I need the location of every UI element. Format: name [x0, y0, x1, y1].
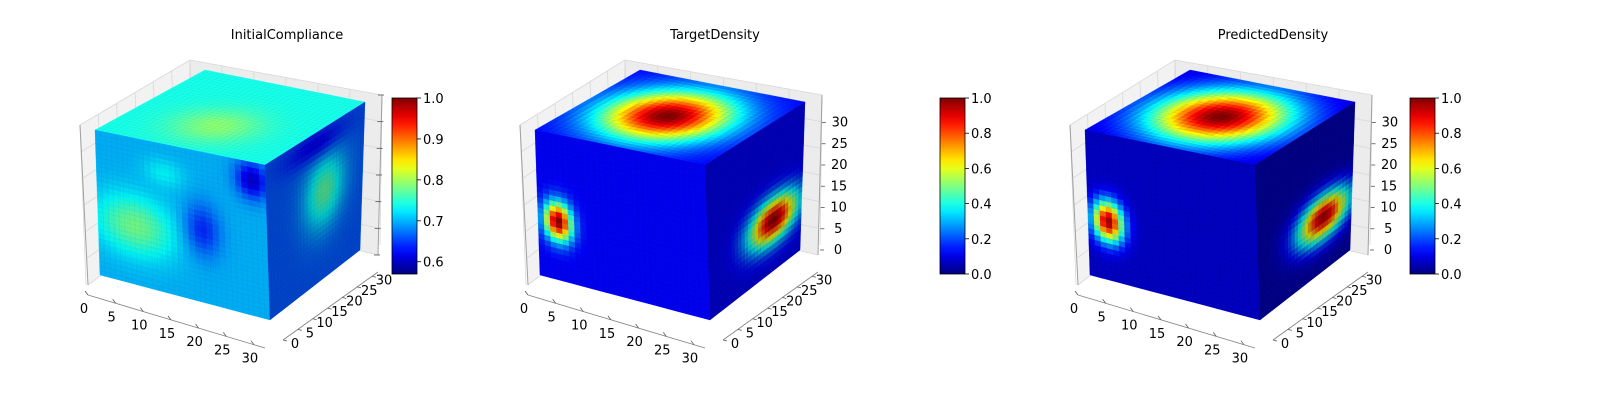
z-tick-label: 20	[831, 158, 848, 173]
colorbar-tick-label: 0.6	[423, 256, 444, 271]
y-tick-mark	[722, 339, 728, 342]
z-tick-label: 10	[830, 201, 847, 216]
y-tick-label: 5	[746, 326, 754, 341]
x-tick-label: 5	[548, 310, 556, 325]
voxel-cube	[94, 69, 366, 321]
voxel-cube	[1084, 69, 1356, 321]
y-tick-label: 0	[731, 337, 739, 352]
z-tick-label: 0	[834, 243, 842, 258]
voxel-cube	[534, 69, 806, 321]
x-tick-mark	[84, 290, 89, 296]
x-tick-label: 15	[159, 327, 176, 342]
y-tick-mark	[297, 328, 302, 331]
z-axis-line-back	[79, 124, 89, 286]
colorbar-tick-label: 0.6	[971, 162, 992, 177]
voxel-grid-top	[98, 70, 362, 165]
y-tick-mark	[737, 328, 742, 331]
colorbar-tick-label: 1.0	[971, 92, 992, 107]
z-tick-label: 25	[831, 137, 848, 152]
colorbar-tick-label: 0.7	[423, 215, 444, 230]
y-tick-label: 30	[376, 273, 393, 288]
x-tick-label: 25	[654, 343, 671, 358]
subplot-title-initial-compliance: InitialCompliance	[231, 28, 344, 43]
colorbar-tick-label: 0.8	[423, 174, 444, 189]
z-tick-label: 5	[834, 222, 842, 237]
y-tick-label: 0	[291, 337, 299, 352]
subplot-initial-compliance: InitialCompliance 0510152025300510152025…	[79, 28, 444, 367]
colorbar-tick-label: 0.8	[971, 127, 992, 142]
colorbar-tick-label: 0.9	[423, 133, 444, 148]
colorbar-tick-label: 1.0	[423, 92, 444, 107]
x-tick-label: 15	[599, 327, 616, 342]
subplot-title-predicted-density: PredictedDensity	[1218, 28, 1329, 43]
x-tick-label: 20	[626, 335, 643, 350]
cube-face-front	[94, 129, 271, 321]
subplot-predicted-density: PredictedDensity 05101520253005101520253…	[1069, 28, 1462, 367]
x-tick-label: 5	[108, 310, 116, 325]
y-tick-mark	[282, 339, 288, 342]
x-tick-label: 30	[682, 352, 699, 367]
x-tick-label: 20	[186, 335, 203, 350]
subplot-target-density: TargetDensity 05101520253005101520253005…	[519, 28, 992, 367]
colorbar-tick-label: 0.4	[971, 198, 992, 213]
x-tick-label: 10	[131, 319, 148, 334]
z-tick-label: 30	[832, 116, 849, 131]
colorbar-gradient	[391, 97, 418, 275]
y-tick-label: 5	[306, 326, 314, 341]
x-tick-label: 30	[242, 352, 259, 367]
x-tick-label: 0	[80, 302, 88, 317]
x-tick-mark	[524, 290, 529, 296]
colorbar-tick-label: 0.2	[971, 233, 992, 248]
z-tick-label: 15	[831, 179, 848, 194]
colorbar-gradient	[939, 97, 966, 275]
y-tick-label: 30	[816, 273, 833, 288]
x-tick-label: 25	[214, 343, 231, 358]
x-tick-label: 0	[520, 302, 528, 317]
subplot-title-target-density: TargetDensity	[669, 28, 760, 43]
colorbar-target-density: 0.0 0.2 0.4 0.6 0.8 1.0	[939, 92, 992, 283]
colorbar-initial-compliance: 0.6 0.7 0.8 0.9 1.0	[391, 92, 444, 275]
x-tick-label: 10	[571, 319, 588, 334]
cube-face-top	[94, 69, 366, 166]
colorbar-tick-label: 0.0	[971, 268, 992, 283]
